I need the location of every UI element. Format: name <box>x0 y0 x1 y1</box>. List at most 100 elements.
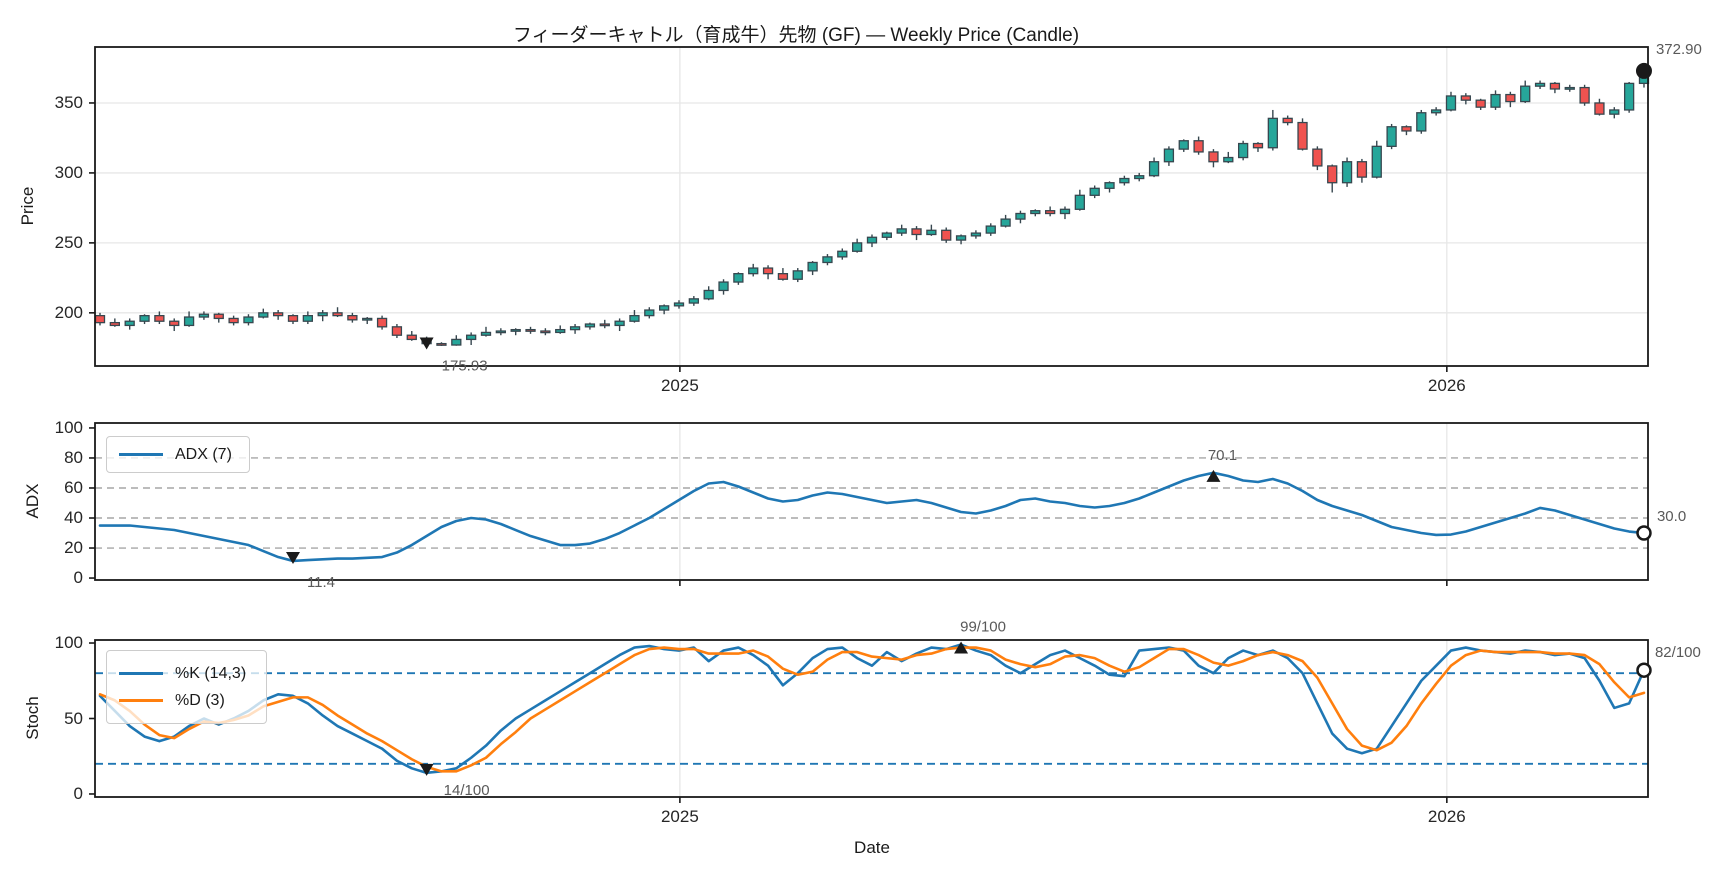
candle-body <box>1312 148 1323 167</box>
y-tick-label: 40 <box>64 508 83 527</box>
y-tick-label: 350 <box>54 92 83 112</box>
candle-body <box>555 328 566 334</box>
candle-body <box>733 273 744 283</box>
candle-body <box>1534 82 1546 87</box>
candle-body <box>1148 161 1160 177</box>
candle-body <box>1327 165 1338 184</box>
candle-body <box>510 328 521 332</box>
x-tick-label: 2026 <box>1427 376 1466 395</box>
y-tick-label: 20 <box>64 538 83 558</box>
candle-body <box>703 289 714 300</box>
candle-body <box>837 250 848 258</box>
candle-body <box>1015 212 1026 220</box>
candle-body <box>302 314 313 322</box>
stoch-legend: %K (14,3) %D (3) <box>106 650 267 724</box>
candle-body <box>584 323 596 328</box>
candle-body <box>1089 187 1100 196</box>
y-tick-label: 250 <box>54 232 83 252</box>
y-tick-label: 0 <box>73 783 83 803</box>
candle-body <box>1623 82 1635 111</box>
marker-triangle-up <box>1206 469 1221 482</box>
candle-body <box>480 331 492 336</box>
candle-body <box>614 320 625 327</box>
candle-body <box>1267 117 1278 149</box>
candle-body <box>1445 95 1457 111</box>
stoch-legend-entry-k: %K (14,3) <box>119 665 254 683</box>
candle-body <box>955 235 967 241</box>
candle-body <box>1356 161 1368 178</box>
adx-legend-label: ADX (7) <box>175 445 232 463</box>
chart-title: フィーダーキャトル（育成牛）先物 (GF) — Weekly Price (Ca… <box>512 25 1080 46</box>
candle-body <box>1104 182 1115 189</box>
candle-body <box>1594 102 1605 115</box>
candle-body <box>673 302 685 307</box>
candle-body <box>1416 112 1427 132</box>
candle-body <box>1119 177 1130 184</box>
candle-body <box>1460 95 1471 101</box>
marker-circle-filled <box>1635 62 1652 79</box>
candle-body <box>436 342 447 346</box>
d-legend-label: %D (3) <box>175 691 225 709</box>
candle-body <box>896 228 907 234</box>
candle-body <box>1134 175 1145 180</box>
candle-body <box>465 334 477 341</box>
marker-circle-open <box>1636 525 1652 541</box>
annotation-label: 99/100 <box>960 618 1006 635</box>
annotation-label: 372.90 <box>1656 41 1702 58</box>
x-tick-label: 2025 <box>660 807 699 826</box>
y-tick-label: 80 <box>64 447 83 467</box>
candle-body <box>362 317 373 321</box>
candle-body <box>688 298 699 304</box>
candle-body <box>1401 126 1412 132</box>
marker-triangle-down <box>419 337 434 350</box>
candle-body <box>985 225 996 234</box>
y-tick-label: 60 <box>64 477 83 497</box>
adx-line <box>98 471 1646 563</box>
candle-body <box>792 270 803 280</box>
candle-body <box>124 320 135 327</box>
candle-body <box>525 328 536 332</box>
candle-body <box>198 313 210 318</box>
adx-legend-entry: ADX (7) <box>119 446 237 464</box>
adx-legend: ADX (7) <box>106 436 250 473</box>
candle-body <box>970 232 982 237</box>
percent-k-line <box>98 643 1646 775</box>
candle-body <box>332 312 343 317</box>
percent-d-line <box>98 646 1646 773</box>
adx-legend-line-sample <box>119 453 163 456</box>
x-tick-label: 2025 <box>660 376 699 395</box>
candle-body <box>1059 208 1071 215</box>
marker-circle-open <box>1636 662 1652 678</box>
candle-body <box>1490 93 1501 108</box>
candle-body <box>1193 140 1204 153</box>
candle-body <box>1341 161 1353 184</box>
panel-border <box>94 46 1649 367</box>
candle-body <box>1579 86 1590 104</box>
candle-body <box>1297 121 1308 150</box>
candle-body <box>762 267 774 275</box>
candle-body <box>1163 148 1175 163</box>
y-tick-label: 0 <box>73 568 83 588</box>
candle-body <box>213 313 224 320</box>
annotation-label: 175.93 <box>442 357 488 374</box>
y-tick-label: 100 <box>54 633 83 653</box>
candle-body <box>881 232 892 238</box>
candle-body <box>1208 151 1219 163</box>
candle-body <box>822 256 833 264</box>
k-legend-line-sample <box>119 672 163 675</box>
date-axis-label: Date <box>854 838 890 857</box>
panel-border <box>94 422 1649 581</box>
marker-triangle-up <box>954 641 969 654</box>
candle-body <box>748 267 759 275</box>
candle-body <box>599 323 610 327</box>
annotation-label: 30.0 <box>1657 508 1686 525</box>
candle-body <box>1044 210 1056 215</box>
candle-body <box>1430 109 1442 114</box>
candle-body <box>540 330 551 334</box>
annotation-label: 11.4 <box>307 574 335 591</box>
annotation-label: 82/100 <box>1655 644 1701 661</box>
marker-triangle-down <box>285 551 300 564</box>
y-tick-label: 50 <box>64 708 83 728</box>
candle-body <box>941 229 952 241</box>
candle-body <box>451 338 462 346</box>
